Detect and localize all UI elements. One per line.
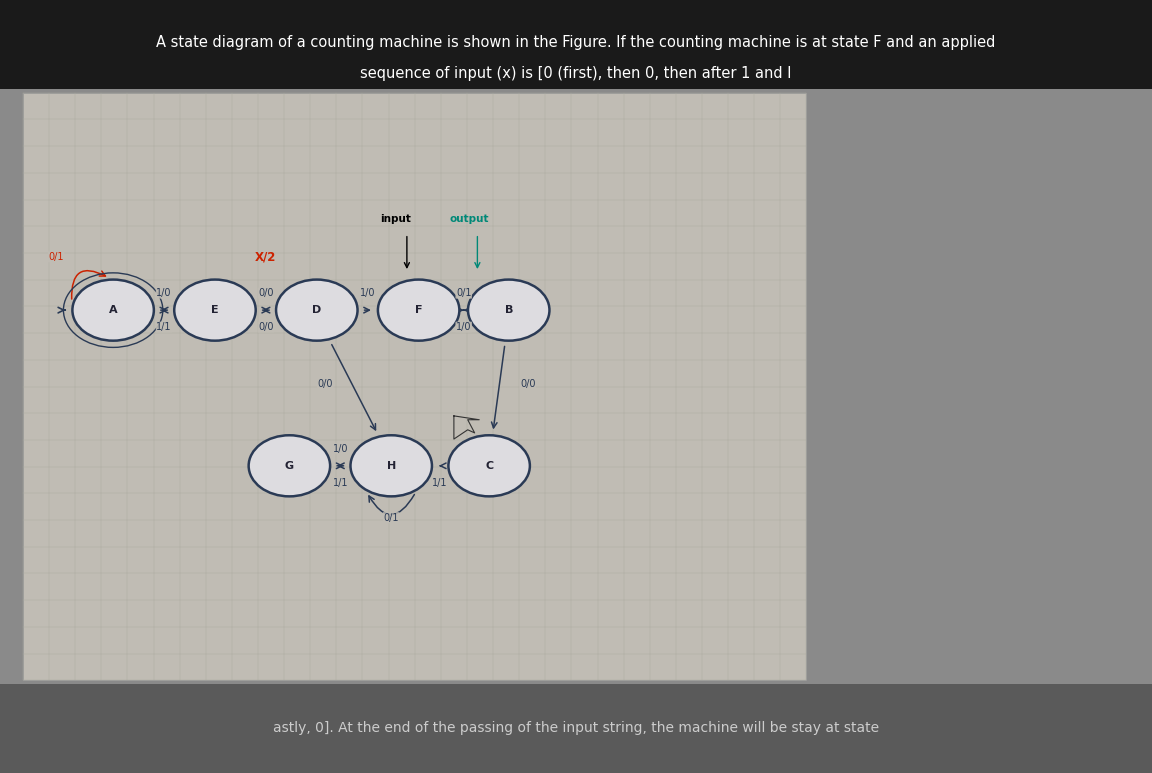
Text: 0/0: 0/0 [520, 379, 536, 389]
Text: B: B [505, 305, 513, 315]
Text: 1/1: 1/1 [157, 322, 172, 332]
Text: 0/0: 0/0 [258, 288, 274, 298]
Text: E: E [211, 305, 219, 315]
Text: A state diagram of a counting machine is shown in the Figure. If the counting ma: A state diagram of a counting machine is… [157, 35, 995, 50]
Text: 1/1: 1/1 [333, 478, 348, 488]
Text: 0/1: 0/1 [384, 512, 399, 523]
Ellipse shape [468, 280, 550, 341]
Text: 0/1: 0/1 [48, 252, 63, 262]
Text: 1/0: 1/0 [359, 288, 376, 298]
FancyBboxPatch shape [23, 93, 806, 680]
Text: 1/0: 1/0 [157, 288, 172, 298]
Text: D: D [312, 305, 321, 315]
Text: sequence of input (x) is [0 (first), then 0, then after 1 and I: sequence of input (x) is [0 (first), the… [361, 66, 791, 81]
Ellipse shape [249, 435, 331, 496]
Text: F: F [415, 305, 423, 315]
Text: 1/0: 1/0 [333, 444, 348, 454]
FancyBboxPatch shape [0, 0, 1152, 89]
Ellipse shape [73, 280, 154, 341]
Text: input: input [380, 214, 410, 224]
Text: 0/1: 0/1 [456, 288, 471, 298]
FancyBboxPatch shape [0, 684, 1152, 773]
Text: output: output [449, 214, 490, 224]
Ellipse shape [378, 280, 460, 341]
Ellipse shape [448, 435, 530, 496]
Text: G: G [285, 461, 294, 471]
Ellipse shape [174, 280, 256, 341]
Text: 1/0: 1/0 [456, 322, 471, 332]
Text: C: C [485, 461, 493, 471]
Text: 1/1: 1/1 [432, 478, 448, 488]
Ellipse shape [276, 280, 357, 341]
Text: 0/0: 0/0 [318, 379, 333, 389]
Text: X/2: X/2 [256, 250, 276, 264]
Ellipse shape [350, 435, 432, 496]
Text: 0/0: 0/0 [258, 322, 274, 332]
Text: A: A [108, 305, 118, 315]
Text: astly, 0]. At the end of the passing of the input string, the machine will be st: astly, 0]. At the end of the passing of … [273, 721, 879, 735]
Text: H: H [387, 461, 396, 471]
